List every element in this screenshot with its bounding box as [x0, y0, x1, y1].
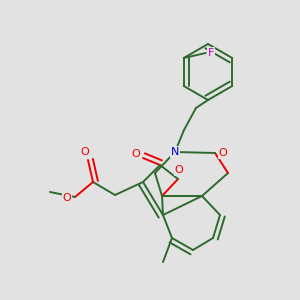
- Text: O: O: [132, 149, 140, 159]
- Text: O: O: [63, 193, 71, 203]
- Text: N: N: [171, 147, 179, 157]
- Text: F: F: [208, 48, 214, 58]
- Text: O: O: [219, 148, 227, 158]
- Text: O: O: [175, 165, 183, 175]
- Text: O: O: [81, 147, 89, 157]
